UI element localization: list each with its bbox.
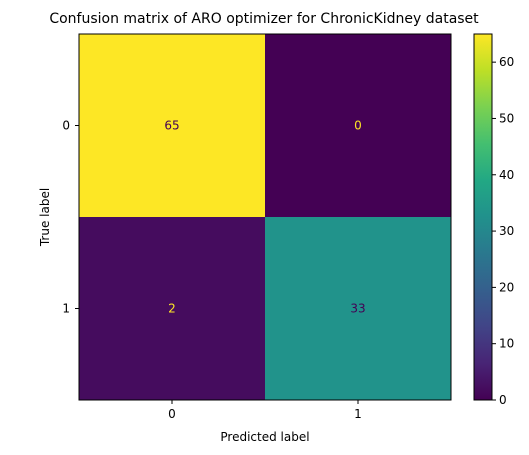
x-tick-label: 0	[168, 407, 176, 421]
colorbar-ticks: 0 10 20 30 40 50 60	[492, 55, 514, 407]
cell-value-label: 0	[354, 119, 362, 133]
matrix-cell-labels: 65 0 2 33	[164, 119, 365, 316]
matrix-cell-0-0	[79, 34, 265, 217]
colorbar	[473, 33, 493, 401]
x-tick-label: 1	[354, 407, 362, 421]
colorbar-tick-label: 60	[499, 55, 514, 69]
cell-value-label: 65	[164, 119, 179, 133]
matrix-cell-0-1	[265, 34, 451, 217]
matrix-cell-1-0	[79, 217, 265, 400]
y-axis-label: True label	[38, 188, 52, 247]
colorbar-tick-label: 40	[499, 168, 514, 182]
colorbar-tick-label: 30	[499, 224, 514, 238]
chart-title: Confusion matrix of ARO optimizer for Ch…	[49, 11, 479, 27]
colorbar-tick-label: 0	[499, 393, 507, 407]
colorbar-tick-label: 10	[499, 337, 514, 351]
y-tick-label: 1	[62, 302, 70, 316]
matrix-cell-1-1	[265, 217, 451, 400]
y-tick-label: 0	[62, 119, 70, 133]
matrix-frame	[78, 33, 452, 401]
colorbar-tick-label: 50	[499, 111, 514, 125]
y-axis-ticks: 01	[62, 119, 79, 316]
cell-value-label: 2	[168, 302, 176, 316]
x-axis-label: Predicted label	[220, 430, 309, 444]
cell-value-label: 33	[350, 302, 365, 316]
colorbar-tick-label: 20	[499, 280, 514, 294]
matrix-cells	[79, 34, 451, 400]
